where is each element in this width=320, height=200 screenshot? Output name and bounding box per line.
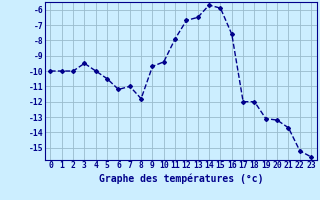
X-axis label: Graphe des températures (°c): Graphe des températures (°c) xyxy=(99,173,263,184)
